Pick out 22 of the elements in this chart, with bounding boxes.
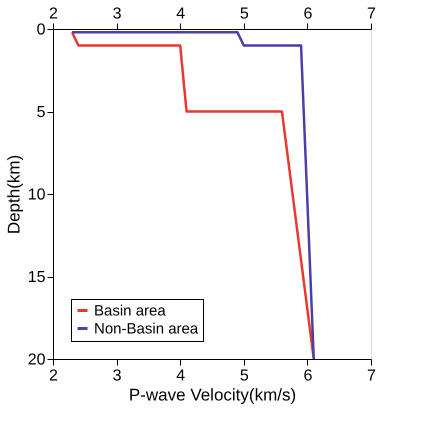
y-tick-label: 5 <box>36 104 46 121</box>
x-tick-label: 5 <box>240 6 249 22</box>
y-tick-label: 20 <box>28 352 46 368</box>
x2-tick-label: 2 <box>49 368 58 384</box>
x-tick-label: 7 <box>367 6 376 22</box>
x-axis-title: P-wave Velocity(km/s) <box>128 386 296 404</box>
line-series <box>70 31 316 359</box>
x-tick-label: 6 <box>303 6 312 22</box>
y-tick-label: 15 <box>28 269 46 286</box>
x2-tick-label: 6 <box>303 368 312 384</box>
y-axis-title: Depth(km) <box>4 154 24 234</box>
x2-tick-label: 5 <box>240 368 249 384</box>
legend-label: Basin area <box>94 302 166 320</box>
x2-tick-label: 4 <box>176 368 186 384</box>
legend-label: Non-Basin area <box>94 320 199 338</box>
x-tick-label: 2 <box>49 6 58 22</box>
y-tick-label: 10 <box>28 186 46 204</box>
x2-tick-label: 7 <box>367 368 376 384</box>
y-tick-label: 0 <box>36 22 46 38</box>
x2-tick-label: 3 <box>112 368 122 384</box>
x-tick-label: 3 <box>112 6 122 22</box>
x-tick-label: 4 <box>176 6 186 22</box>
